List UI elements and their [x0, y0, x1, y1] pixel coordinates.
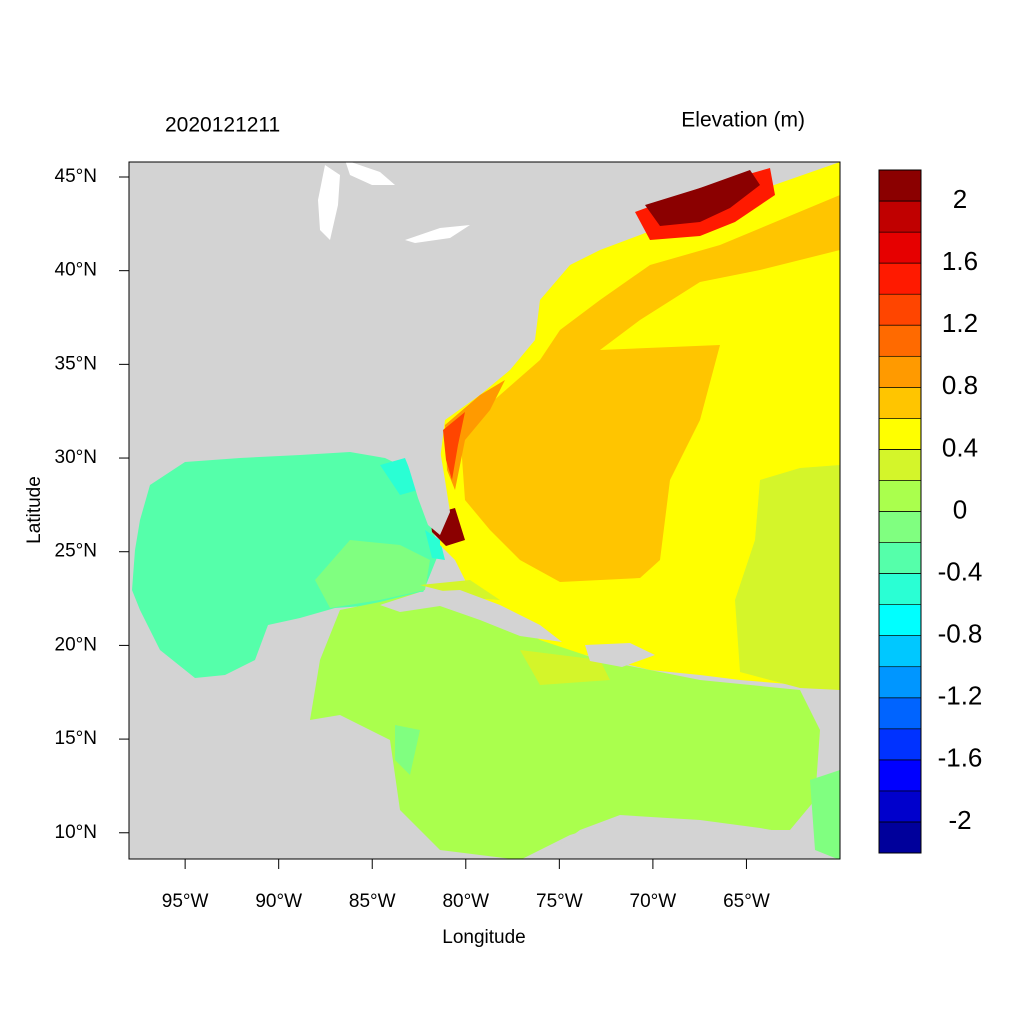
y-tick-label: 20°N: [55, 634, 97, 655]
colorbar-band: [878, 666, 922, 699]
maine-surge: [645, 170, 760, 226]
colorbar-band: [878, 573, 922, 605]
x-tick-label: 90°W: [255, 891, 302, 912]
y-axis-label: Latitude: [24, 476, 45, 544]
y-tick-label: 30°N: [55, 447, 97, 468]
gulf-of-mexico: [132, 452, 440, 678]
x-tick-label: 95°W: [162, 891, 209, 912]
colorbar-band: [878, 697, 922, 730]
colorbar-band: [878, 293, 922, 326]
colorbar-label: 0: [953, 494, 967, 524]
atlantic-east: [735, 465, 840, 690]
colorbar-label: 0.4: [942, 432, 978, 462]
hispaniola: [585, 643, 655, 667]
colorbar-band: [878, 418, 922, 450]
colorbar-band: [878, 604, 922, 636]
caribbean-north: [420, 580, 610, 685]
colorbar-label: -0.4: [938, 556, 983, 586]
colorbar-band: [878, 262, 922, 295]
colorbar-band: [878, 635, 922, 668]
colorbar-band: [878, 480, 922, 512]
x-tick-label: 70°W: [630, 891, 677, 912]
y-tick-label: 35°N: [55, 353, 97, 374]
map: [129, 162, 840, 859]
colorbar-label: 1.6: [942, 246, 978, 276]
colorbar-band: [878, 790, 922, 823]
y-tick-label: 45°N: [55, 166, 97, 187]
colorbar-label: 1.2: [942, 308, 978, 338]
coast-orange: [445, 380, 505, 490]
cuba: [380, 590, 562, 642]
colorbar-band: [878, 759, 922, 792]
colorbar-band: [878, 169, 922, 202]
colorbar-band: [878, 449, 922, 481]
plot-frame: [128, 161, 841, 860]
atlantic-high: [460, 195, 840, 582]
colorbar-band: [878, 231, 922, 264]
gulf-warm-patch: [315, 540, 430, 608]
colorbar-band: [878, 200, 922, 233]
y-tick-label: 40°N: [55, 260, 97, 281]
colorbar-band: [878, 355, 922, 388]
colorbar-band: [878, 511, 922, 543]
y-tick-label: 15°N: [55, 728, 97, 749]
x-tick-label: 80°W: [442, 891, 489, 912]
title: 2020121211: [165, 114, 280, 137]
colorbar-band: [878, 387, 922, 419]
colorbar-label: -1.6: [938, 743, 983, 773]
colorbar-band: [878, 728, 922, 761]
colorbar-label: -2: [948, 805, 971, 835]
colorbar-label: -0.8: [938, 619, 983, 649]
x-tick-label: 75°W: [536, 891, 583, 912]
colorbar-label: -1.2: [938, 681, 983, 711]
south-america: [540, 815, 810, 859]
caribbean: [310, 592, 820, 859]
gulf-coast-low: [380, 458, 445, 560]
colorbar-band: [878, 542, 922, 574]
florida: [405, 450, 450, 535]
coast-red: [443, 412, 465, 480]
x-tick-label: 85°W: [349, 891, 396, 912]
colorbar-band: [878, 324, 922, 357]
colorbar-label: 2: [953, 184, 967, 214]
x-tick-label: 65°W: [723, 891, 770, 912]
colorbar-label: 0.8: [942, 370, 978, 400]
y-tick-label: 25°N: [55, 541, 97, 562]
x-axis-label: Longitude: [442, 927, 525, 948]
colorbar-band: [878, 821, 922, 854]
subtitle: Elevation (m): [681, 109, 805, 132]
y-tick-label: 10°N: [55, 822, 97, 843]
